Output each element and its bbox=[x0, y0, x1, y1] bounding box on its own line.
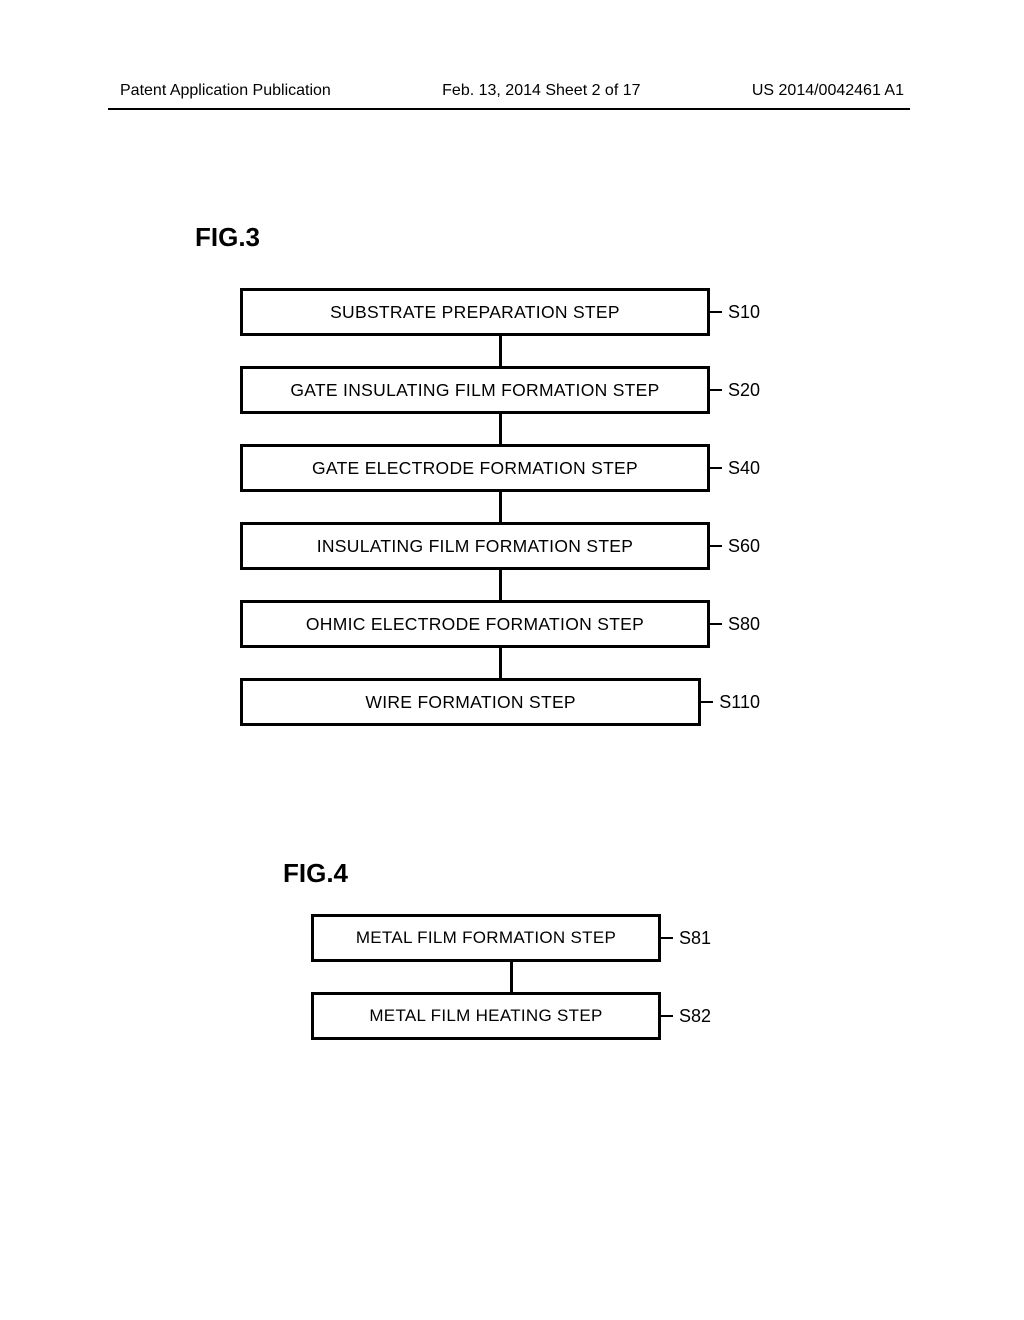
flow-box: GATE ELECTRODE FORMATION STEP bbox=[240, 444, 710, 492]
flow-box: METAL FILM HEATING STEP bbox=[311, 992, 661, 1040]
fig4-flowchart: METAL FILM FORMATION STEP S81 METAL FILM… bbox=[311, 914, 711, 1040]
connector bbox=[499, 492, 502, 522]
flow-box: SUBSTRATE PREPARATION STEP bbox=[240, 288, 710, 336]
step-ref: S110 bbox=[701, 692, 760, 713]
flow-row: SUBSTRATE PREPARATION STEP S10 bbox=[240, 288, 760, 336]
step-ref-text: S82 bbox=[679, 1006, 711, 1027]
flow-box: METAL FILM FORMATION STEP bbox=[311, 914, 661, 962]
fig3-flowchart: SUBSTRATE PREPARATION STEP S10 GATE INSU… bbox=[240, 288, 760, 726]
connector bbox=[499, 336, 502, 366]
step-ref-text: S110 bbox=[719, 692, 760, 713]
tick-icon bbox=[710, 467, 722, 469]
step-ref: S81 bbox=[661, 928, 711, 949]
flow-box: WIRE FORMATION STEP bbox=[240, 678, 701, 726]
flow-row: GATE ELECTRODE FORMATION STEP S40 bbox=[240, 444, 760, 492]
page-header: Patent Application Publication Feb. 13, … bbox=[0, 82, 1024, 100]
tick-icon bbox=[710, 623, 722, 625]
step-ref-text: S60 bbox=[728, 536, 760, 557]
header-center: Feb. 13, 2014 Sheet 2 of 17 bbox=[442, 82, 640, 100]
flow-row: METAL FILM HEATING STEP S82 bbox=[311, 992, 711, 1040]
step-ref: S82 bbox=[661, 1006, 711, 1027]
flow-box: INSULATING FILM FORMATION STEP bbox=[240, 522, 710, 570]
tick-icon bbox=[701, 701, 713, 703]
flow-row: WIRE FORMATION STEP S110 bbox=[240, 678, 760, 726]
header-right: US 2014/0042461 A1 bbox=[752, 82, 904, 100]
step-ref-text: S81 bbox=[679, 928, 711, 949]
step-ref: S10 bbox=[710, 302, 760, 323]
connector bbox=[510, 962, 513, 992]
connector bbox=[499, 648, 502, 678]
fig4-label: FIG.4 bbox=[283, 858, 348, 889]
step-ref-text: S80 bbox=[728, 614, 760, 635]
step-ref-text: S40 bbox=[728, 458, 760, 479]
connector bbox=[499, 570, 502, 600]
tick-icon bbox=[710, 545, 722, 547]
tick-icon bbox=[661, 1015, 673, 1017]
tick-icon bbox=[661, 937, 673, 939]
step-ref: S20 bbox=[710, 380, 760, 401]
flow-box: OHMIC ELECTRODE FORMATION STEP bbox=[240, 600, 710, 648]
tick-icon bbox=[710, 311, 722, 313]
step-ref: S80 bbox=[710, 614, 760, 635]
step-ref-text: S20 bbox=[728, 380, 760, 401]
fig3-label: FIG.3 bbox=[195, 222, 260, 253]
flow-row: METAL FILM FORMATION STEP S81 bbox=[311, 914, 711, 962]
header-left: Patent Application Publication bbox=[120, 82, 331, 100]
tick-icon bbox=[710, 389, 722, 391]
flow-row: OHMIC ELECTRODE FORMATION STEP S80 bbox=[240, 600, 760, 648]
flow-box: GATE INSULATING FILM FORMATION STEP bbox=[240, 366, 710, 414]
step-ref: S40 bbox=[710, 458, 760, 479]
header-rule bbox=[108, 108, 910, 110]
flow-row: INSULATING FILM FORMATION STEP S60 bbox=[240, 522, 760, 570]
step-ref: S60 bbox=[710, 536, 760, 557]
flow-row: GATE INSULATING FILM FORMATION STEP S20 bbox=[240, 366, 760, 414]
connector bbox=[499, 414, 502, 444]
step-ref-text: S10 bbox=[728, 302, 760, 323]
